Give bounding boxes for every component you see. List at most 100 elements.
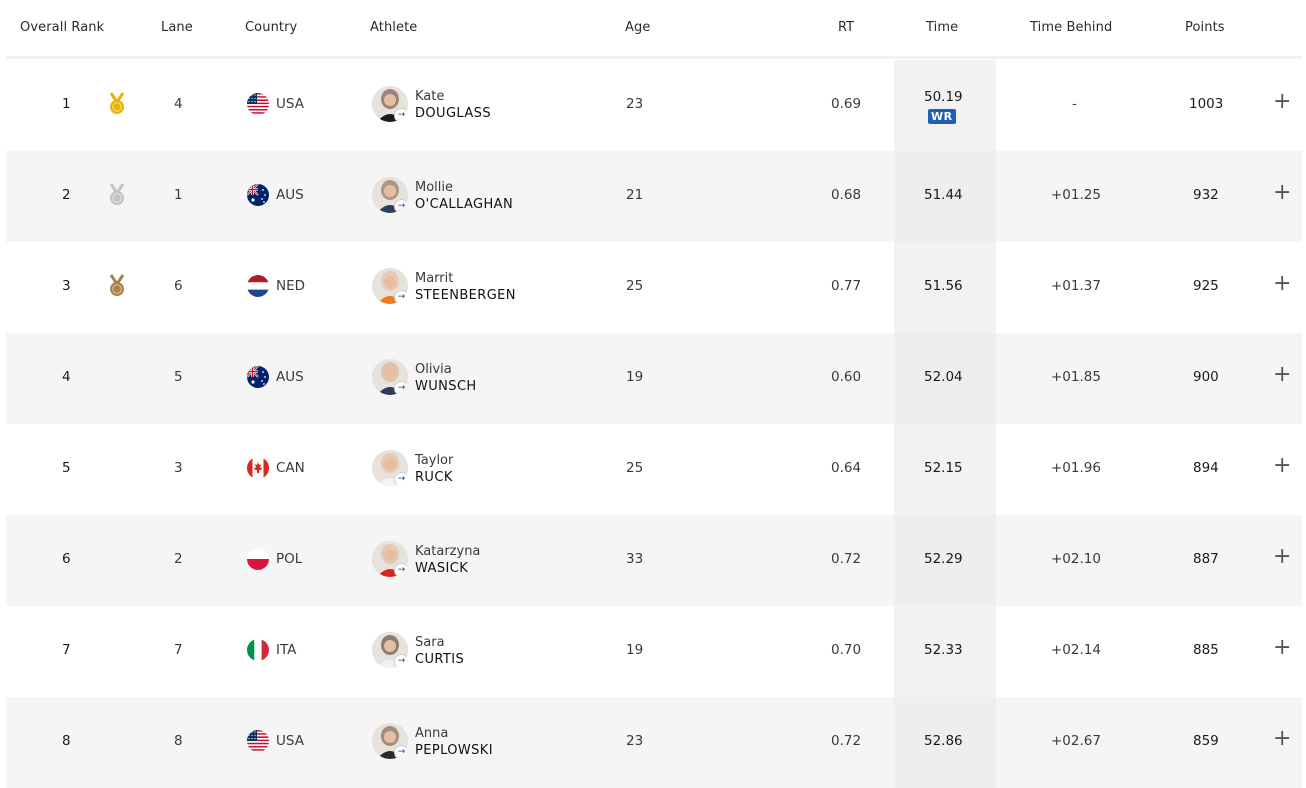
arrow-right-icon[interactable]: → [394, 381, 408, 395]
arrow-right-icon[interactable]: → [394, 563, 408, 577]
athlete-avatar[interactable]: → [372, 723, 408, 759]
time-cell-background [894, 697, 996, 788]
time-cell-background [894, 515, 996, 606]
athlete-first-name[interactable]: Mollie [415, 180, 454, 195]
points-value: 900 [1193, 369, 1219, 385]
table-row[interactable]: 8 8 USA → Anna PEPLOWSKI 23 0.72 52.86 +… [6, 697, 1302, 788]
athlete-last-name[interactable]: RUCK [415, 470, 453, 485]
arrow-right-icon[interactable]: → [394, 745, 408, 759]
table-row[interactable]: 1 4 USA → Kate DOUGLASS 23 0.69 50.19 WR… [6, 60, 1302, 151]
col-overall-rank[interactable]: Overall Rank [20, 20, 105, 35]
athlete-last-name[interactable]: DOUGLASS [415, 106, 491, 121]
flag-can-icon [247, 457, 269, 479]
table-row[interactable]: 6 2 POL → Katarzyna WASICK 33 0.72 52.29… [6, 515, 1302, 606]
rt-value: 0.72 [831, 733, 862, 749]
age-value: 23 [626, 96, 644, 112]
rank-value: 2 [62, 187, 71, 203]
time-behind-value: +02.10 [1051, 551, 1101, 567]
col-country[interactable]: Country [245, 20, 298, 35]
plus-icon[interactable]: + [1273, 726, 1292, 751]
plus-icon[interactable]: + [1273, 89, 1292, 114]
athlete-last-name[interactable]: WASICK [415, 561, 469, 576]
lane-value: 6 [174, 278, 183, 294]
time-behind-value: +01.85 [1051, 369, 1101, 385]
table-row[interactable]: 4 5 AUS → Olivia WUNSCH 19 0.60 52.04 +0… [6, 333, 1302, 424]
rank-value: 8 [62, 733, 71, 749]
col-time-behind[interactable]: Time Behind [1030, 20, 1113, 35]
athlete-last-name[interactable]: WUNSCH [415, 379, 477, 394]
bronze-medal-icon [107, 274, 127, 298]
time-behind-value: +02.67 [1051, 733, 1101, 749]
arrow-right-icon[interactable]: → [394, 472, 408, 486]
rt-value: 0.70 [831, 642, 862, 658]
athlete-avatar[interactable]: → [372, 177, 408, 213]
athlete-avatar[interactable]: → [372, 86, 408, 122]
arrow-right-icon[interactable]: → [394, 108, 408, 122]
athlete-avatar[interactable]: → [372, 268, 408, 304]
table-header: Overall Rank Lane Country Athlete Age RT… [0, 0, 1306, 56]
flag-ned-icon [247, 275, 269, 297]
table-row[interactable]: 2 1 AUS → Mollie O'CALLAGHAN 21 0.68 51.… [6, 151, 1302, 242]
rt-value: 0.77 [831, 278, 862, 294]
flag-aus-icon [247, 366, 269, 388]
rank-value: 7 [62, 642, 71, 658]
plus-icon[interactable]: + [1273, 635, 1292, 660]
col-lane[interactable]: Lane [161, 20, 193, 35]
athlete-last-name[interactable]: CURTIS [415, 652, 465, 667]
table-row[interactable]: 7 7 ITA → Sara CURTIS 19 0.70 52.33 +02.… [6, 606, 1302, 697]
plus-icon[interactable]: + [1273, 362, 1292, 387]
time-value: 52.29 [924, 551, 963, 567]
col-age[interactable]: Age [625, 20, 651, 35]
table-row[interactable]: 3 6 NED → Marrit STEENBERGEN 25 0.77 51.… [6, 242, 1302, 333]
arrow-right-icon[interactable]: → [394, 199, 408, 213]
athlete-avatar[interactable]: → [372, 359, 408, 395]
plus-icon[interactable]: + [1273, 544, 1292, 569]
time-behind-value: +01.96 [1051, 460, 1101, 476]
athlete-first-name[interactable]: Kate [415, 89, 445, 104]
arrow-right-icon[interactable]: → [394, 654, 408, 668]
table-row[interactable]: 5 3 CAN → Taylor RUCK 25 0.64 52.15 +01.… [6, 424, 1302, 515]
country-code: CAN [276, 460, 305, 476]
country-code: USA [276, 733, 304, 749]
col-athlete[interactable]: Athlete [370, 20, 418, 35]
arrow-right-icon[interactable]: → [394, 290, 408, 304]
athlete-first-name[interactable]: Sara [415, 635, 445, 650]
time-value: 50.19 [924, 89, 963, 105]
points-value: 885 [1193, 642, 1219, 658]
athlete-first-name[interactable]: Taylor [415, 453, 454, 468]
flag-pol-icon [247, 548, 269, 570]
col-points[interactable]: Points [1185, 20, 1225, 35]
points-value: 887 [1193, 551, 1219, 567]
athlete-first-name[interactable]: Anna [415, 726, 449, 741]
athlete-first-name[interactable]: Marrit [415, 271, 454, 286]
lane-value: 4 [174, 96, 183, 112]
athlete-avatar[interactable]: → [372, 450, 408, 486]
athlete-avatar[interactable]: → [372, 632, 408, 668]
flag-aus-icon [247, 184, 269, 206]
athlete-last-name[interactable]: STEENBERGEN [415, 288, 516, 303]
country-code: USA [276, 96, 304, 112]
country-code: ITA [276, 642, 297, 658]
age-value: 21 [626, 187, 644, 203]
time-behind-value: +01.37 [1051, 278, 1101, 294]
plus-icon[interactable]: + [1273, 180, 1292, 205]
time-cell-background [894, 151, 996, 242]
col-rt[interactable]: RT [838, 20, 855, 35]
athlete-avatar[interactable]: → [372, 541, 408, 577]
country-code: POL [276, 551, 303, 567]
points-value: 925 [1193, 278, 1219, 294]
lane-value: 8 [174, 733, 183, 749]
athlete-first-name[interactable]: Olivia [415, 362, 452, 377]
header-divider [6, 56, 1302, 59]
rt-value: 0.72 [831, 551, 862, 567]
col-time[interactable]: Time [926, 20, 959, 35]
plus-icon[interactable]: + [1273, 271, 1292, 296]
athlete-first-name[interactable]: Katarzyna [415, 544, 481, 559]
time-value: 52.33 [924, 642, 963, 658]
athlete-last-name[interactable]: PEPLOWSKI [415, 743, 493, 758]
lane-value: 5 [174, 369, 183, 385]
plus-icon[interactable]: + [1273, 453, 1292, 478]
athlete-last-name[interactable]: O'CALLAGHAN [415, 197, 514, 212]
time-value: 52.15 [924, 460, 963, 476]
age-value: 25 [626, 278, 644, 294]
